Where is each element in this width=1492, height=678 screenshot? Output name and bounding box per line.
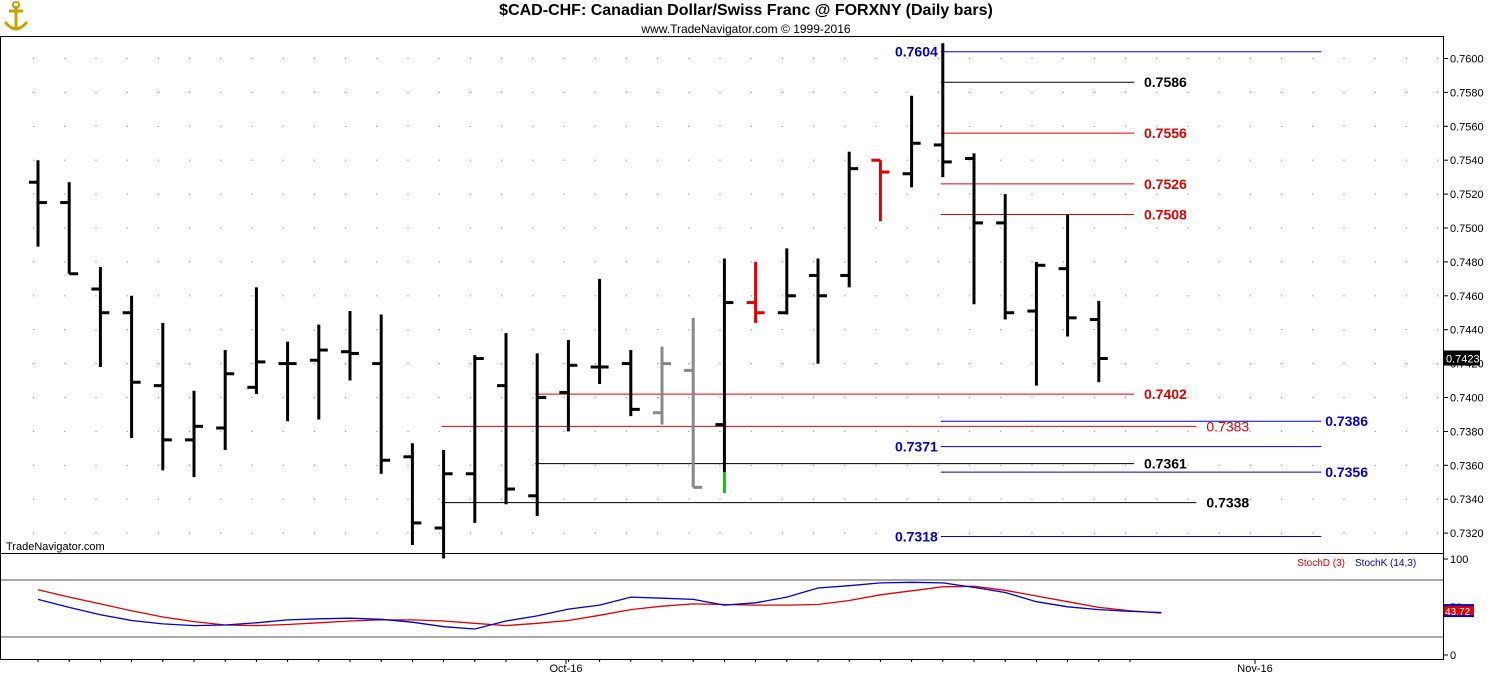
ohlc-bar bbox=[746, 261, 765, 323]
ohlc-bar bbox=[1058, 214, 1077, 337]
stoch-tick-label: 100 bbox=[1450, 554, 1468, 566]
stoch-tick-label: 0 bbox=[1450, 650, 1456, 662]
ohlc-bar bbox=[309, 324, 328, 420]
y-tick-label: 0.7580 bbox=[1450, 87, 1484, 99]
ohlc-bar bbox=[153, 322, 172, 471]
x-tick-label: Nov-16 bbox=[1237, 663, 1272, 675]
watermark-text: TradeNavigator.com bbox=[6, 541, 105, 553]
level-label: 0.7338 bbox=[1206, 495, 1249, 511]
level-label: 0.7318 bbox=[895, 528, 938, 544]
y-tick-label: 0.7440 bbox=[1450, 325, 1484, 337]
ohlc-bar bbox=[216, 350, 235, 451]
legend-stochk: StochK (14,3) bbox=[1355, 558, 1416, 569]
stoch-last-badge-d bbox=[1444, 606, 1474, 616]
stoch-series-line bbox=[37, 581, 1162, 630]
ohlc-bar bbox=[60, 182, 79, 276]
chart-title: $CAD-CHF: Canadian Dollar/Swiss Franc @ … bbox=[499, 2, 993, 19]
level-label: 0.7604 bbox=[895, 44, 938, 60]
stoch-last-value: 43.72 bbox=[1445, 607, 1470, 618]
ohlc-bar bbox=[809, 258, 827, 364]
y-tick-label: 0.7320 bbox=[1450, 528, 1484, 540]
y-tick-label: 0.7340 bbox=[1450, 494, 1484, 506]
level-label: 0.7383 bbox=[1206, 418, 1249, 434]
ohlc-bar bbox=[1089, 300, 1108, 383]
ohlc-bar bbox=[497, 333, 515, 505]
ohlc-bar bbox=[590, 278, 609, 384]
ohlc-bar bbox=[247, 287, 266, 395]
ohlc-bar bbox=[621, 350, 640, 417]
ohlc-bar bbox=[902, 95, 921, 188]
ohlc-bar bbox=[1027, 261, 1046, 386]
ohlc-bar bbox=[996, 194, 1015, 320]
stoch-series-line bbox=[37, 585, 1162, 627]
ohlc-bar bbox=[777, 248, 796, 315]
level-label: 0.7556 bbox=[1144, 125, 1187, 141]
y-tick-label: 0.7380 bbox=[1450, 426, 1484, 438]
level-label: 0.7526 bbox=[1144, 176, 1187, 192]
y-tick-label: 0.7400 bbox=[1450, 393, 1484, 405]
ohlc-bar bbox=[528, 353, 547, 517]
ohlc-bar bbox=[29, 160, 47, 247]
x-tick-label: Oct-16 bbox=[549, 663, 582, 675]
price-bars bbox=[29, 43, 1108, 559]
level-label: 0.7371 bbox=[895, 439, 938, 455]
ohlc-bar bbox=[91, 266, 110, 367]
stoch-panel-frame bbox=[0, 553, 1444, 660]
level-label: 0.7386 bbox=[1325, 413, 1368, 429]
y-tick-label: 0.7360 bbox=[1450, 460, 1484, 472]
level-label: 0.7402 bbox=[1144, 386, 1187, 402]
y-tick-label: 0.7500 bbox=[1450, 223, 1484, 235]
y-tick-label: 0.7540 bbox=[1450, 155, 1484, 167]
y-tick-label: 0.7600 bbox=[1450, 54, 1484, 66]
date-axis: Oct-16 Nov-16 bbox=[37, 660, 1273, 675]
level-label: 0.7508 bbox=[1144, 206, 1187, 222]
anchor-logo-icon bbox=[3, 1, 29, 31]
chart-subtitle: www.TradeNavigator.com © 1999-2016 bbox=[641, 22, 851, 36]
ohlc-bar bbox=[653, 346, 671, 425]
ohlc-bar bbox=[465, 355, 484, 523]
ohlc-bar bbox=[434, 450, 453, 559]
ohlc-bar bbox=[341, 311, 359, 381]
main-panel-frame bbox=[0, 36, 1444, 554]
y-tick-label: 0.7560 bbox=[1450, 121, 1484, 133]
ohlc-bar bbox=[715, 258, 734, 473]
ohlc-bar bbox=[684, 317, 703, 489]
ohlc-bar bbox=[840, 151, 859, 288]
price-axis: 0.7600 0.7580 0.7560 0.7540 0.7520 0.7500 0.74… bbox=[1444, 54, 1484, 540]
ohlc-bar bbox=[185, 390, 203, 478]
last-price-badge bbox=[1444, 350, 1480, 366]
level-label: 0.7586 bbox=[1144, 74, 1187, 90]
ohlc-bar bbox=[403, 443, 422, 545]
level-lines: 0.7604 0.7586 0.7556 0.7526 0.7508 0.7402 0.73… bbox=[441, 44, 1368, 544]
ohlc-bar bbox=[278, 341, 297, 422]
y-tick-label: 0.7480 bbox=[1450, 257, 1484, 269]
ohlc-bar bbox=[559, 339, 578, 432]
ohlc-bar bbox=[372, 314, 391, 474]
level-label: 0.7361 bbox=[1144, 456, 1187, 472]
last-price-label: 0.7423 bbox=[1446, 354, 1480, 366]
ohlc-bar bbox=[871, 158, 890, 222]
ohlc-bar bbox=[965, 153, 983, 305]
level-label: 0.7356 bbox=[1325, 464, 1368, 480]
y-tick-label: 0.7520 bbox=[1450, 189, 1484, 201]
y-tick-label: 0.7460 bbox=[1450, 291, 1484, 303]
dot-grid bbox=[4, 57, 1440, 534]
legend-stochd: StochD (3) bbox=[1297, 558, 1345, 569]
ohlc-bar bbox=[933, 43, 952, 178]
ohlc-bar bbox=[122, 295, 141, 439]
